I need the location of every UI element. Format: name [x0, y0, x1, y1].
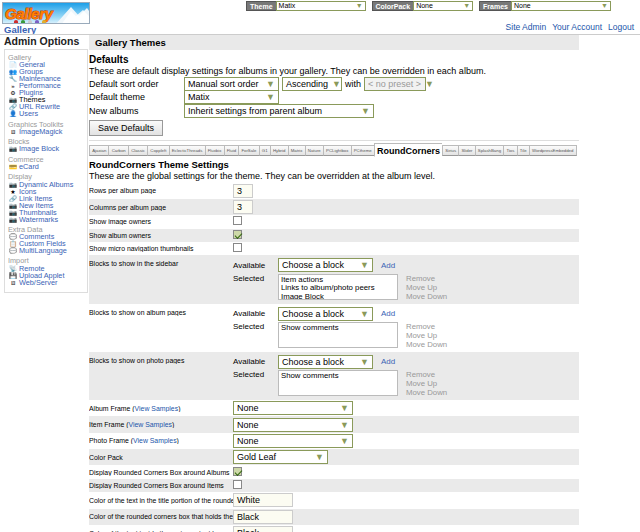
svg-text:Gallery: Gallery — [5, 5, 54, 22]
